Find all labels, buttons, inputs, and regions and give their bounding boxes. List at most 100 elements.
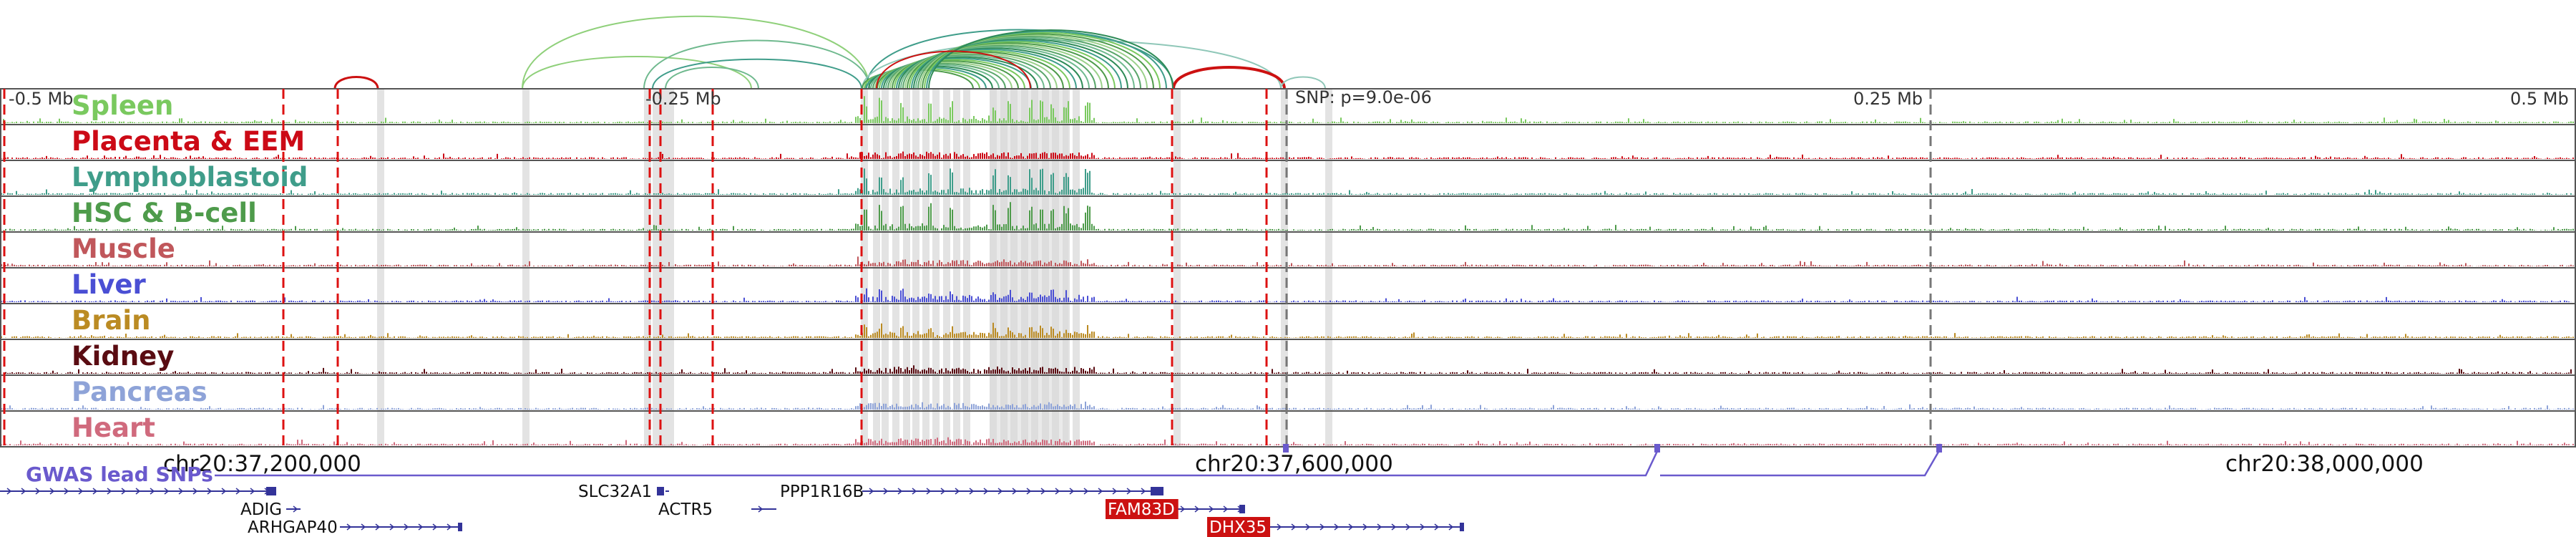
- interaction-arc: [887, 54, 1051, 90]
- gene-exon: [266, 487, 276, 495]
- gwas-track-label: GWAS lead SNPs: [26, 463, 213, 486]
- signal-track: [3, 365, 2576, 374]
- gwas-snp-marker: [1283, 444, 1289, 453]
- signal-track: [1, 288, 2576, 302]
- track-label: Lymphoblastoid: [72, 162, 308, 193]
- track-label: Liver: [72, 269, 146, 300]
- gene-label[interactable]: ACTR5: [658, 500, 713, 519]
- gene-exon: [1239, 505, 1245, 513]
- interaction-arc: [913, 38, 1128, 90]
- interaction-arc: [904, 43, 1103, 90]
- interaction-arc: [643, 39, 870, 90]
- gene-highlight-background: [1106, 499, 1179, 519]
- interaction-arc: [876, 50, 1031, 90]
- gene-label[interactable]: ADIG: [240, 500, 282, 519]
- gene-strand-arrows: [758, 505, 763, 513]
- interaction-arc: [911, 39, 1122, 90]
- gwas-track: GWAS lead SNPs: [26, 444, 1942, 486]
- gene-strand-arrows: [1180, 505, 1243, 513]
- track-label: Heart: [72, 412, 155, 443]
- interaction-arc: [522, 15, 870, 90]
- coordinate-label: chr20:38,000,000: [2225, 451, 2424, 477]
- track-label: HSC & B-cell: [72, 198, 257, 228]
- gene-strand-arrows: [293, 505, 298, 513]
- interaction-arc: [522, 56, 752, 90]
- interaction-arc: [896, 48, 1077, 90]
- scale-mid-left-label: -0.25 Mb: [645, 89, 721, 109]
- scale-bar: -0.5 Mb -0.25 Mb SNP: p=9.0e-06 0.25 Mb …: [9, 87, 2569, 109]
- snp-label: SNP: p=9.0e-06: [1295, 87, 1432, 107]
- interaction-arcs: [333, 15, 1326, 90]
- gene-exon: [657, 487, 664, 495]
- gene-exon: [1151, 487, 1163, 495]
- track-labels: Spleen Placenta & EEM Lymphoblastoid HSC & …: [72, 90, 308, 443]
- interaction-arc: [883, 56, 1038, 90]
- signal-track: [1, 168, 2576, 195]
- interaction-arc: [1280, 76, 1326, 90]
- signal-track: [1, 256, 2576, 266]
- interaction-arc: [1172, 66, 1286, 90]
- gene-label[interactable]: FAM83D: [1108, 500, 1175, 519]
- signal-track: [1, 202, 2576, 231]
- signal-track: [1, 322, 2576, 338]
- interaction-arc: [881, 57, 1032, 90]
- scale-right-label: 0.5 Mb: [2510, 89, 2569, 109]
- interaction-arc: [894, 49, 1070, 90]
- signal-tracks: [0, 88, 2576, 448]
- signal-track: [1, 401, 2576, 410]
- interaction-arc: [879, 59, 1025, 90]
- gene-label[interactable]: PPP1R16B: [780, 483, 864, 501]
- coordinate-label: chr20:37,200,000: [163, 451, 361, 477]
- interaction-arc: [877, 60, 1019, 90]
- interaction-arc: [919, 34, 1148, 90]
- interaction-arc: [665, 67, 759, 90]
- gene-strand-arrows: [6, 488, 270, 495]
- interaction-arc: [652, 58, 862, 90]
- interaction-arc: [870, 64, 1000, 90]
- gene-strand-arrows: [1277, 523, 1454, 531]
- signal-track: [1, 151, 2576, 159]
- gwas-line: [215, 448, 1942, 477]
- interaction-arc: [900, 46, 1090, 90]
- interaction-arc: [885, 55, 1045, 90]
- interaction-arc: [926, 30, 1167, 90]
- gene-highlight-background: [1207, 517, 1271, 537]
- gene-strand-arrows: [869, 488, 1161, 495]
- interaction-arc: [902, 44, 1096, 90]
- interaction-arc: [898, 47, 1083, 90]
- interaction-arc: [892, 51, 1064, 90]
- gene-label[interactable]: ARHGAP40: [248, 518, 338, 537]
- interaction-arc: [922, 33, 1154, 90]
- gwas-snp-marker: [1936, 444, 1942, 453]
- track-label: Muscle: [72, 233, 175, 264]
- gene-label[interactable]: SLC32A1: [578, 483, 652, 501]
- interaction-arc: [889, 52, 1058, 90]
- interaction-arc: [865, 29, 1174, 90]
- interaction-arc: [874, 61, 1013, 90]
- interaction-arc: [924, 32, 1161, 90]
- interaction-arc: [915, 37, 1135, 90]
- interaction-arc: [917, 36, 1141, 90]
- gene-exon: [458, 523, 462, 531]
- scale-left-label: -0.5 Mb: [9, 89, 73, 109]
- coordinate-label: chr20:37,600,000: [1195, 451, 1393, 477]
- interaction-arc: [333, 76, 379, 90]
- gene-strand-arrows: [346, 523, 452, 531]
- scale-mid-right-label: 0.25 Mb: [1853, 89, 1923, 109]
- gwas-snp-marker: [1654, 444, 1660, 453]
- interaction-arc: [928, 29, 1174, 90]
- gene-exon: [1460, 523, 1464, 531]
- interaction-arc: [907, 42, 1109, 90]
- marker-lines: [3, 89, 1932, 447]
- track-label: Placenta & EEM: [72, 126, 305, 157]
- track-label: Kidney: [72, 341, 174, 372]
- interaction-arc: [909, 41, 1116, 90]
- track-label: Spleen: [72, 90, 173, 121]
- gene-label[interactable]: DHX35: [1209, 518, 1267, 537]
- signal-track: [3, 96, 2576, 123]
- track-label: Brain: [72, 305, 150, 336]
- track-label: Pancreas: [72, 377, 208, 407]
- genomic-coordinates: chr20:37,200,000 chr20:37,600,000 chr20:…: [163, 451, 2424, 477]
